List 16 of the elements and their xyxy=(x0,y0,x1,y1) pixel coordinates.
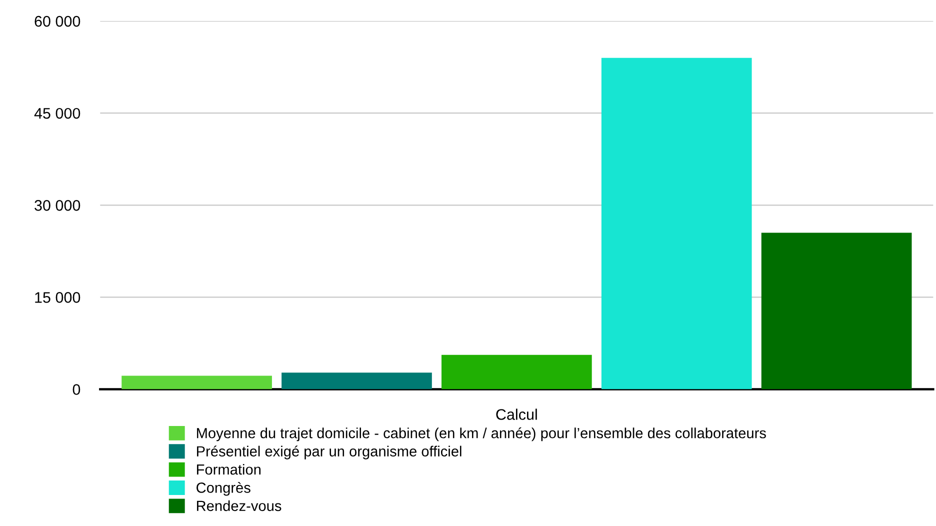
legend-label: Formation xyxy=(197,464,261,475)
legend-label: Congrès xyxy=(196,482,250,496)
bar xyxy=(442,354,592,390)
y-tick-label: 60 000 xyxy=(34,16,80,27)
bar xyxy=(122,376,272,390)
legend-label: Rendez-vous xyxy=(197,500,282,512)
bar xyxy=(761,232,912,390)
legend-label: Présentiel exigé par un organisme officiel xyxy=(197,446,462,460)
bar xyxy=(282,372,432,390)
y-tick-label: 30 000 xyxy=(34,200,80,211)
x-tick-label: Calcul xyxy=(496,408,537,420)
y-tick-label: 15 000 xyxy=(35,292,80,303)
y-tick-label: 45 000 xyxy=(34,108,80,119)
legend-label: Moyenne du trajet domicile - cabinet (en km / année) pour l’ensemble des collaborateurs xyxy=(197,427,766,442)
bar xyxy=(601,58,752,390)
y-tick-label: 0 xyxy=(72,384,80,395)
